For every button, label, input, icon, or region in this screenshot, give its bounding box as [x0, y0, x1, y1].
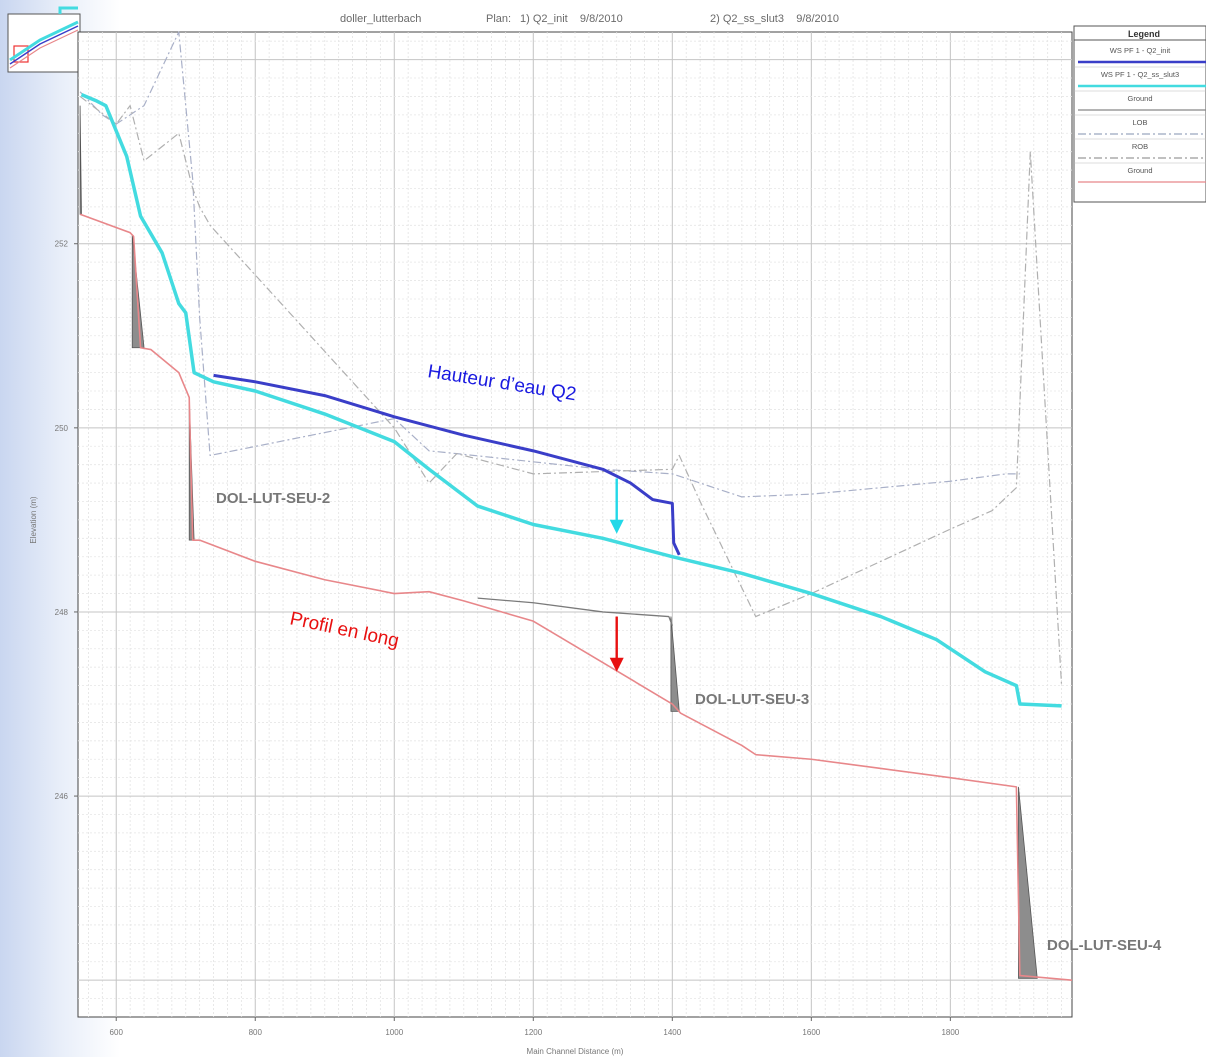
minimap-thumbnail[interactable]: [7, 6, 81, 73]
y-tick-label: 250: [55, 424, 69, 433]
annotation-arrow-head-0: [609, 519, 624, 534]
x-axis-ticks: 600 800 1000 1200 1400 1600 1800: [110, 1017, 960, 1037]
chart-title: doller_lutterbach Plan: 1) Q2_init 9/8/2…: [340, 13, 839, 25]
y-axis-label: Elevation (m): [29, 496, 38, 543]
legend-entry-label-0: WS PF 1 - Q2_init: [1110, 46, 1171, 55]
x-tick-label: 1600: [802, 1028, 820, 1037]
grid: [78, 32, 1072, 1017]
title-plan1: 1) Q2_init 9/8/2010: [520, 13, 623, 25]
structure-drop-1: [670, 616, 680, 712]
series-line-3: [79, 31, 1020, 498]
series-line-5: [477, 597, 673, 626]
legend-entry-label-5: Ground: [1127, 166, 1152, 175]
series-line-1: [80, 92, 1062, 708]
title-plan-label: Plan:: [486, 13, 511, 25]
y-tick-label: 248: [55, 608, 69, 617]
series-line-0: [213, 373, 681, 556]
legend: Legend WS PF 1 - Q2_init WS PF 1 - Q2_ss_…: [1073, 25, 1206, 203]
structure-label-seu2: DOL-LUT-SEU-2: [216, 490, 330, 507]
x-tick-label: 800: [249, 1028, 263, 1037]
series-line-2: [79, 213, 1073, 981]
x-tick-label: 1200: [524, 1028, 542, 1037]
y-axis-ticks: 246 248 250 252: [55, 240, 78, 801]
legend-entry-label-1: WS PF 1 - Q2_ss_slut3: [1101, 70, 1179, 79]
legend-entry-label-2: Ground: [1127, 94, 1152, 103]
legend-box: [1073, 25, 1206, 203]
x-axis-label: Main Channel Distance (m): [527, 1047, 624, 1056]
legend-title: Legend: [1128, 29, 1160, 39]
y-tick-label: 252: [55, 240, 69, 249]
title-project: doller_lutterbach: [340, 13, 421, 25]
series-line-4: [79, 95, 1063, 686]
title-plan2: 2) Q2_ss_slut3 9/8/2010: [710, 13, 839, 25]
x-tick-label: 1800: [941, 1028, 959, 1037]
annotation-arrow-head-1: [609, 657, 624, 672]
x-tick-label: 1400: [663, 1028, 681, 1037]
x-tick-label: 1000: [385, 1028, 403, 1037]
y-tick-label: 246: [55, 792, 69, 801]
structure-label-seu3: DOL-LUT-SEU-3: [695, 691, 809, 708]
structure-label-seu4: DOL-LUT-SEU-4: [1047, 937, 1162, 954]
x-tick-label: 600: [110, 1028, 124, 1037]
structure-drop-4: [131, 234, 145, 349]
legend-entry-label-4: ROB: [1132, 142, 1148, 151]
legend-entry-label-3: LOB: [1132, 118, 1147, 127]
series-layer: [79, 31, 1073, 981]
annotation-arrows: [609, 478, 624, 672]
